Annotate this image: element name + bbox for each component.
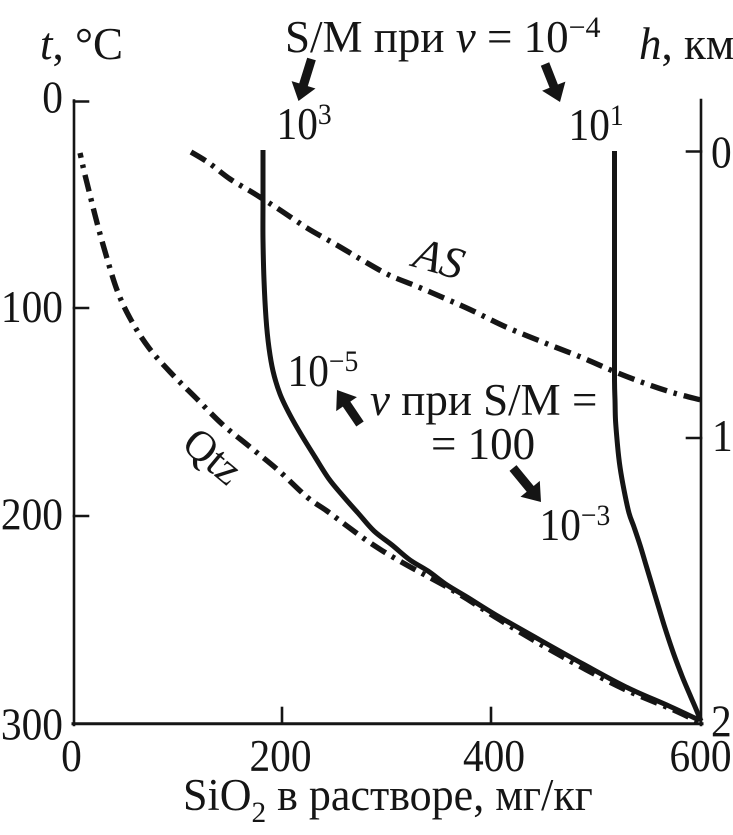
svg-text:200: 200	[249, 731, 311, 781]
svg-text:2: 2	[711, 697, 732, 747]
svg-text:t, °C: t, °C	[40, 19, 123, 69]
svg-text:103: 103	[277, 98, 332, 149]
svg-text:h, км: h, км	[639, 19, 733, 69]
svg-text:0: 0	[61, 731, 82, 781]
svg-text:0: 0	[42, 73, 63, 123]
svg-text:200: 200	[1, 490, 63, 540]
svg-text:v при S/M =: v при S/M =	[370, 375, 597, 425]
svg-text:Qtz: Qtz	[174, 419, 252, 495]
svg-text:300: 300	[1, 700, 63, 750]
svg-text:600: 600	[669, 731, 731, 781]
svg-text:SiO2 в растворе, мг/кг: SiO2 в растворе, мг/кг	[183, 770, 593, 830]
svg-text:S/M при v = 10−4: S/M при v = 10−4	[285, 11, 601, 62]
svg-text:10−5: 10−5	[288, 345, 359, 396]
svg-text:400: 400	[463, 731, 525, 781]
svg-text:0: 0	[711, 128, 732, 178]
svg-text:101: 101	[569, 99, 624, 150]
svg-text:AS: AS	[405, 227, 470, 290]
svg-text:10−3: 10−3	[540, 499, 611, 550]
svg-text:= 100: = 100	[431, 419, 535, 469]
svg-text:100: 100	[1, 282, 63, 332]
svg-text:1: 1	[712, 411, 733, 461]
